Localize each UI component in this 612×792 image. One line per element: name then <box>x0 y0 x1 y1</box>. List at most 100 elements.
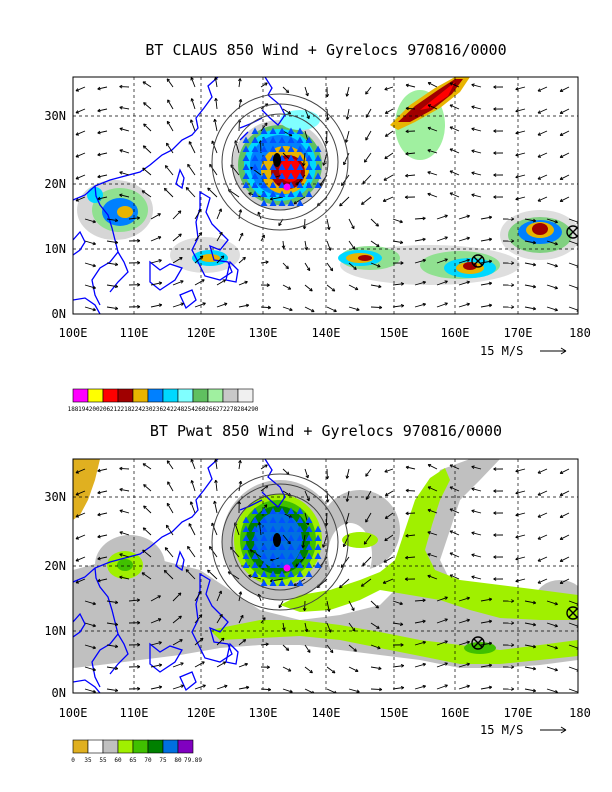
wind-arrow <box>258 522 262 536</box>
gyre-triangle <box>269 561 277 568</box>
wind-arrow-head <box>346 116 350 120</box>
wind-arrow-head <box>488 281 492 284</box>
wind-arrow-head <box>449 486 453 490</box>
wind-arrow <box>414 599 426 602</box>
wind-arrow <box>296 174 306 186</box>
wind-arrow <box>260 688 271 691</box>
wind-arrow-head <box>115 262 119 266</box>
wind-arrow <box>480 238 492 242</box>
wind-arrow <box>75 152 86 158</box>
wind-arrow <box>150 595 161 602</box>
gyre-triangle <box>242 516 250 523</box>
wind-arrow <box>238 78 241 88</box>
wind-arrow <box>480 642 492 646</box>
wind-arrow <box>458 663 470 668</box>
wind-arrow-head <box>422 662 426 665</box>
wind-arrow <box>165 524 174 536</box>
colorbar-label: 60 <box>114 757 122 764</box>
wind-arrow <box>303 218 306 229</box>
wind-arrow <box>207 187 218 198</box>
wind-arrow <box>436 236 448 242</box>
wind-arrow-head <box>185 569 188 573</box>
grid <box>73 77 578 314</box>
wind-arrow <box>260 234 265 242</box>
wind-arrow <box>166 460 174 470</box>
wind-arrow <box>119 128 130 132</box>
wind-arrow <box>537 196 548 202</box>
wind-arrow <box>471 510 482 514</box>
wind-arrow-head <box>266 283 270 286</box>
panel1-title: BT CLAUS 850 Wind + Gyrelocs 970816/0000 <box>145 41 506 59</box>
wind-arrow <box>471 576 482 580</box>
wind-arrow <box>537 174 548 180</box>
wind-arrow <box>249 549 262 558</box>
wind-arrow <box>238 256 246 264</box>
wind-arrow-head <box>471 554 475 557</box>
wind-arrow <box>326 108 329 121</box>
gyre-triangle <box>260 136 268 143</box>
wind-arrow <box>316 578 328 588</box>
wind-arrow-head <box>427 82 431 86</box>
wind-arrow-head <box>515 199 519 201</box>
wind-arrow-head <box>287 265 289 269</box>
wind-arrow-head <box>366 115 370 118</box>
wind-arrow <box>216 255 225 264</box>
wind-arrow <box>304 666 313 674</box>
wind-arrow <box>150 664 162 668</box>
wind-arrow <box>427 104 438 110</box>
gyre-rings <box>211 93 349 231</box>
wind-arrow-head <box>266 665 270 668</box>
wind-arrow-head <box>119 171 123 175</box>
wind-vectors <box>75 77 578 313</box>
wind-arrow-head <box>427 464 431 468</box>
gyre-center <box>273 533 291 572</box>
wind-arrow <box>405 466 416 470</box>
wind-arrow-head <box>533 622 537 626</box>
gyre-triangle <box>278 199 286 206</box>
wind-arrow-head <box>555 689 558 693</box>
wind-arrow <box>216 232 223 242</box>
wind-arrow <box>348 262 357 270</box>
wind-arrow <box>214 119 218 132</box>
wind-arrow <box>546 666 558 671</box>
wind-arrow <box>207 569 218 580</box>
colorbar-label: 194 <box>78 406 89 413</box>
wind-arrow <box>559 152 570 158</box>
wind-arrow-head <box>449 552 453 556</box>
xtick: 160E <box>441 326 470 340</box>
gyre-triangle <box>269 199 277 206</box>
wind-arrow-head <box>422 684 426 687</box>
xtick: 170E <box>504 326 533 340</box>
wind-arrow <box>365 86 372 95</box>
wind-arrow-head <box>488 237 492 240</box>
wind-arrow-head <box>242 639 246 641</box>
wind-arrow <box>427 575 438 580</box>
wind-arrow-head <box>93 219 96 223</box>
wind-arrow <box>326 262 334 272</box>
wind-arrow-head <box>250 167 253 171</box>
wind-arrow-head <box>515 177 519 179</box>
wind-arrow <box>546 622 558 627</box>
wind-arrow-head <box>249 549 252 553</box>
wind-arrow-head <box>325 522 329 526</box>
xtick: 100E <box>59 706 88 720</box>
wind-arrow <box>282 240 285 249</box>
gyre-triangle <box>278 579 286 586</box>
ytick: 0N <box>52 686 66 700</box>
gyre-triangle <box>251 543 259 550</box>
wind-arrow-head <box>339 204 343 207</box>
wind-arrow <box>537 130 548 136</box>
wind-arrow-head <box>267 305 271 309</box>
xtick: 130E <box>249 706 278 720</box>
gyre-triangle <box>269 181 277 188</box>
wind-arrow <box>106 306 118 310</box>
wind-arrow <box>84 600 96 605</box>
wind-arrow-head <box>515 537 519 539</box>
wind-arrow <box>260 261 269 264</box>
wind-arrow-head <box>356 689 360 693</box>
wind-arrow-head <box>471 84 475 87</box>
wind-arrow <box>97 130 108 134</box>
wind-arrow-head <box>178 615 182 618</box>
wind-arrow <box>348 688 360 693</box>
wind-arrow-head <box>356 307 360 311</box>
